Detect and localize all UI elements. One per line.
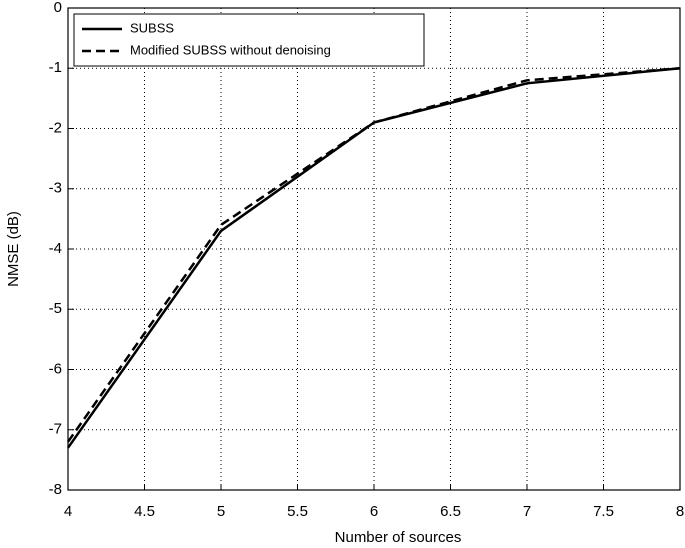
x-tick-label: 7	[523, 503, 531, 520]
x-tick-label: 4.5	[134, 503, 155, 520]
y-tick-label: -4	[49, 240, 62, 257]
y-tick-label: -2	[49, 119, 62, 136]
y-tick-label: -3	[49, 180, 62, 197]
x-tick-label: 6.5	[440, 503, 461, 520]
legend-box	[73, 13, 425, 67]
y-tick-label: -5	[49, 300, 62, 317]
plot-frame	[67, 7, 681, 491]
series-line	[66, 67, 681, 443]
y-axis-label: NMSE (dB)	[5, 211, 22, 287]
series-line	[66, 67, 681, 449]
y-tick-label: 0	[54, 0, 62, 16]
x-axis-label: Number of sources	[335, 529, 462, 546]
x-tick-label: 8	[676, 503, 684, 520]
x-tick-label: 5.5	[287, 503, 308, 520]
y-tick-label: -1	[49, 59, 62, 76]
x-tick-label: 6	[370, 503, 378, 520]
legend-label: Modified SUBSS without denoising	[130, 42, 331, 57]
y-tick-label: -8	[49, 481, 62, 498]
y-tick-label: -7	[49, 421, 62, 438]
x-tick-label: 7.5	[593, 503, 614, 520]
y-tick-label: -6	[49, 360, 62, 377]
x-tick-label: 5	[217, 503, 225, 520]
x-tick-label: 4	[64, 503, 72, 520]
legend-label: SUBSS	[130, 20, 174, 35]
